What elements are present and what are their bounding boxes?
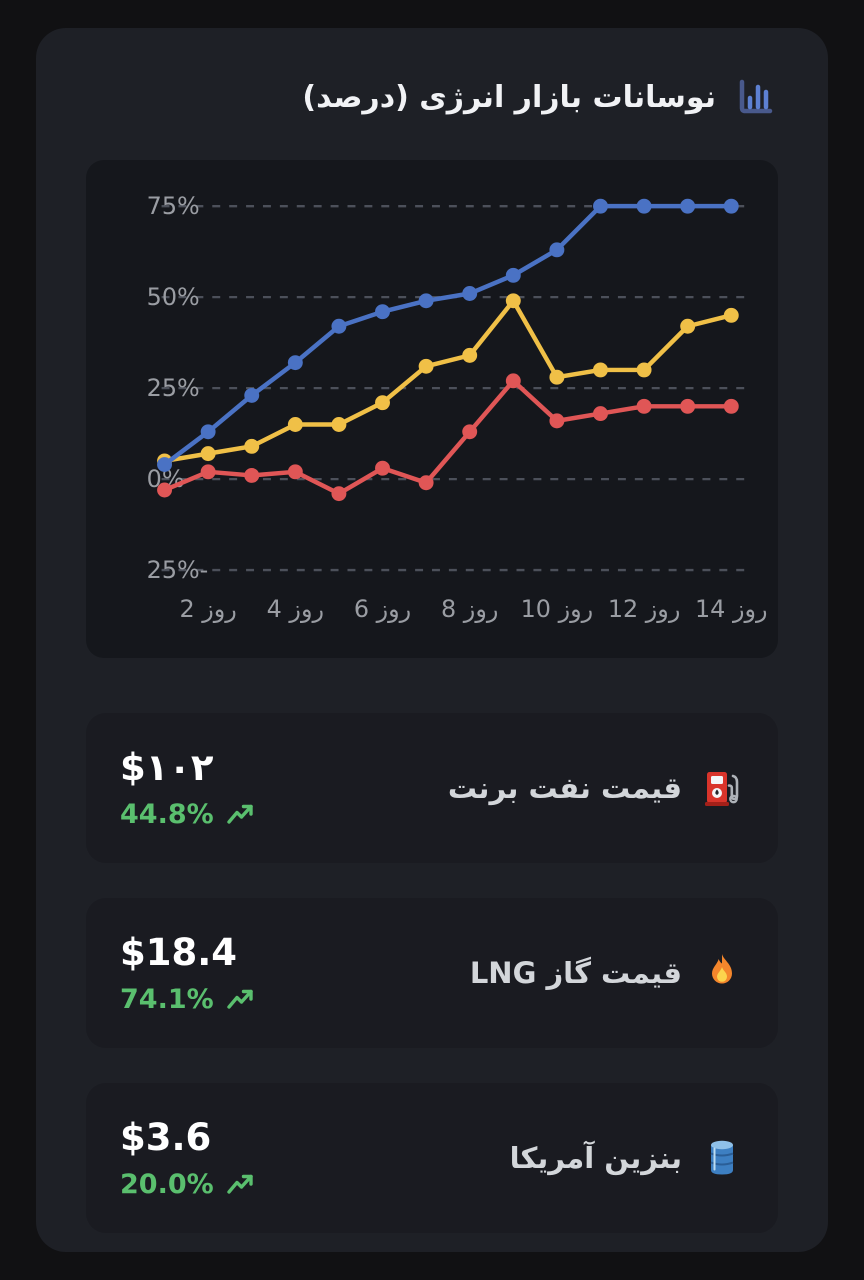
- svg-text:25%: 25%: [147, 374, 200, 402]
- stat-card-brent-oil: قیمت نفت برنت $۱۰۲ 44.8%: [86, 713, 778, 863]
- stat-value: $3.6: [120, 1116, 212, 1159]
- stat-value: $۱۰۲: [120, 746, 214, 789]
- svg-text:75%: 75%: [147, 192, 200, 220]
- stat-card-brent-values: $۱۰۲ 44.8%: [120, 746, 256, 830]
- line-chart-container: 75% 50% 25% 0% -25% روز 2 روز 4 روز 6 روز 8 روز 1…: [86, 160, 778, 658]
- trending-up-icon: [226, 988, 256, 1012]
- svg-text:روز 10: روز 10: [521, 595, 594, 623]
- svg-text:روز 2: روز 2: [179, 595, 236, 623]
- svg-text:روز 12: روز 12: [608, 595, 681, 623]
- header: نوسانات بازار انرژی (درصد): [86, 74, 778, 120]
- svg-text:-25%: -25%: [147, 556, 209, 584]
- stat-card-us-gasoline: بنزین آمریکا $3.6 20.0%: [86, 1083, 778, 1233]
- fire-icon: [700, 951, 744, 995]
- svg-text:50%: 50%: [147, 283, 200, 311]
- stat-card-gasoline-values: $3.6 20.0%: [120, 1116, 256, 1200]
- stat-value: $18.4: [120, 931, 238, 974]
- stat-card-gasoline-header: بنزین آمریکا: [510, 1136, 744, 1180]
- stat-card-brent-header: قیمت نفت برنت: [448, 766, 744, 810]
- stat-change: 44.8%: [120, 799, 256, 830]
- trending-up-icon: [226, 803, 256, 827]
- bar-chart-icon: [732, 74, 778, 120]
- stat-change-percent: 74.1%: [120, 984, 214, 1015]
- stat-change: 74.1%: [120, 984, 256, 1015]
- svg-text:روز 14: روز 14: [695, 595, 768, 623]
- stat-change: 20.0%: [120, 1169, 256, 1200]
- oil-barrel-icon: [700, 1136, 744, 1180]
- stat-card-lng-gas: قیمت گاز LNG $18.4 74.1%: [86, 898, 778, 1048]
- stat-change-percent: 20.0%: [120, 1169, 214, 1200]
- stat-change-percent: 44.8%: [120, 799, 214, 830]
- stat-label: قیمت گاز LNG: [469, 956, 682, 990]
- svg-text:روز 4: روز 4: [267, 595, 324, 623]
- energy-fluctuations-line-chart: 75%50%25%0%-25%روز 2 روز 4 روز 6 روز 8 روز 1…: [147, 192, 768, 623]
- stat-card-lng-values: $18.4 74.1%: [120, 931, 256, 1015]
- trending-up-icon: [226, 1173, 256, 1197]
- stat-card-lng-header: قیمت گاز LNG: [470, 951, 744, 995]
- page-title: نوسانات بازار انرژی (درصد): [302, 79, 716, 115]
- stat-label: قیمت نفت برنت: [447, 771, 682, 805]
- fuel-pump-icon: [700, 766, 744, 810]
- svg-text:روز 8: روز 8: [441, 595, 498, 623]
- svg-text:روز 6: روز 6: [354, 595, 411, 623]
- energy-dashboard-panel: نوسانات بازار انرژی (درصد) 75% 50% 25% 0% -2…: [36, 28, 828, 1252]
- stat-label: بنزین آمریکا: [509, 1141, 682, 1175]
